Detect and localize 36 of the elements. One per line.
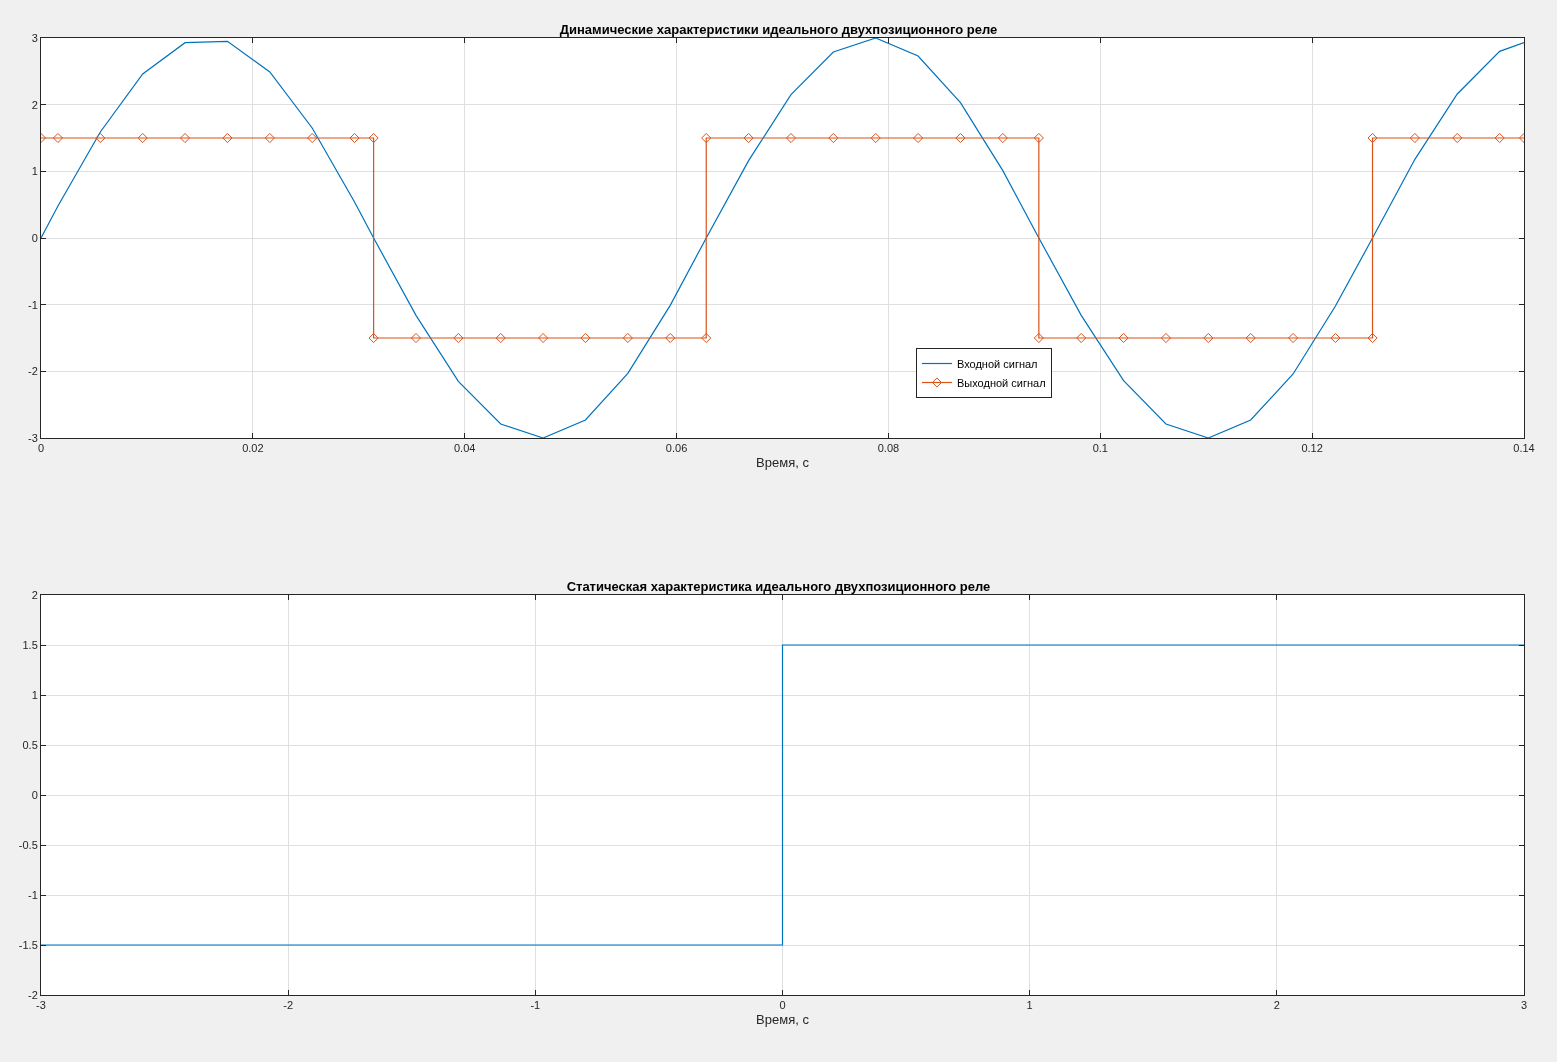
x-tick-label: 0.08 [877,442,900,455]
x-tick-label: 0.06 [665,442,688,455]
x-tick-label: 0 [779,999,786,1012]
y-tick-label: 2 [31,588,38,601]
x-tick-label: 3 [1520,999,1528,1012]
y-tick-label: 1.5 [22,638,38,651]
y-tick-label: -1.5 [18,938,38,951]
x-axis-title: Время, с [756,454,810,470]
y-tick-label: 0.5 [22,738,38,751]
y-tick-label: 3 [31,31,38,44]
chart-title: Статическая характеристика идеального двухпозиционного реле [566,579,991,594]
line-series [41,38,1524,438]
y-tick-label: -3 [28,431,38,444]
y-tick-label: -2 [28,365,38,378]
x-tick-label: 0.14 [1513,442,1535,455]
y-tick-label: -1 [28,298,38,311]
x-tick-label: 0.12 [1301,442,1323,455]
x-tick-label: -2 [283,999,294,1012]
x-tick-label: 0.02 [242,442,264,455]
x-axis-title: Время, с [756,1011,810,1027]
y-tick-label: 1 [31,688,38,701]
y-tick-label: 0 [31,231,38,244]
y-tick-label: -2 [28,988,38,1001]
y-tick-label: 0 [31,788,38,801]
x-tick-label: 0.1 [1092,442,1108,455]
x-tick-label: 0.04 [454,442,476,455]
y-tick-label: 1 [31,165,38,178]
legend-label: Выходной сигнал [956,376,1046,389]
x-tick-label: -1 [530,999,541,1012]
x-tick-label: 1 [1026,999,1033,1012]
y-tick-label: -0.5 [18,838,38,851]
x-tick-label: 2 [1273,999,1280,1012]
y-tick-label: -1 [28,888,38,901]
chart-title: Динамические характеристики идеального двухпозиционного реле [559,22,998,37]
y-tick-label: 2 [31,98,38,111]
legend-label: Входной сигнал [956,357,1038,370]
